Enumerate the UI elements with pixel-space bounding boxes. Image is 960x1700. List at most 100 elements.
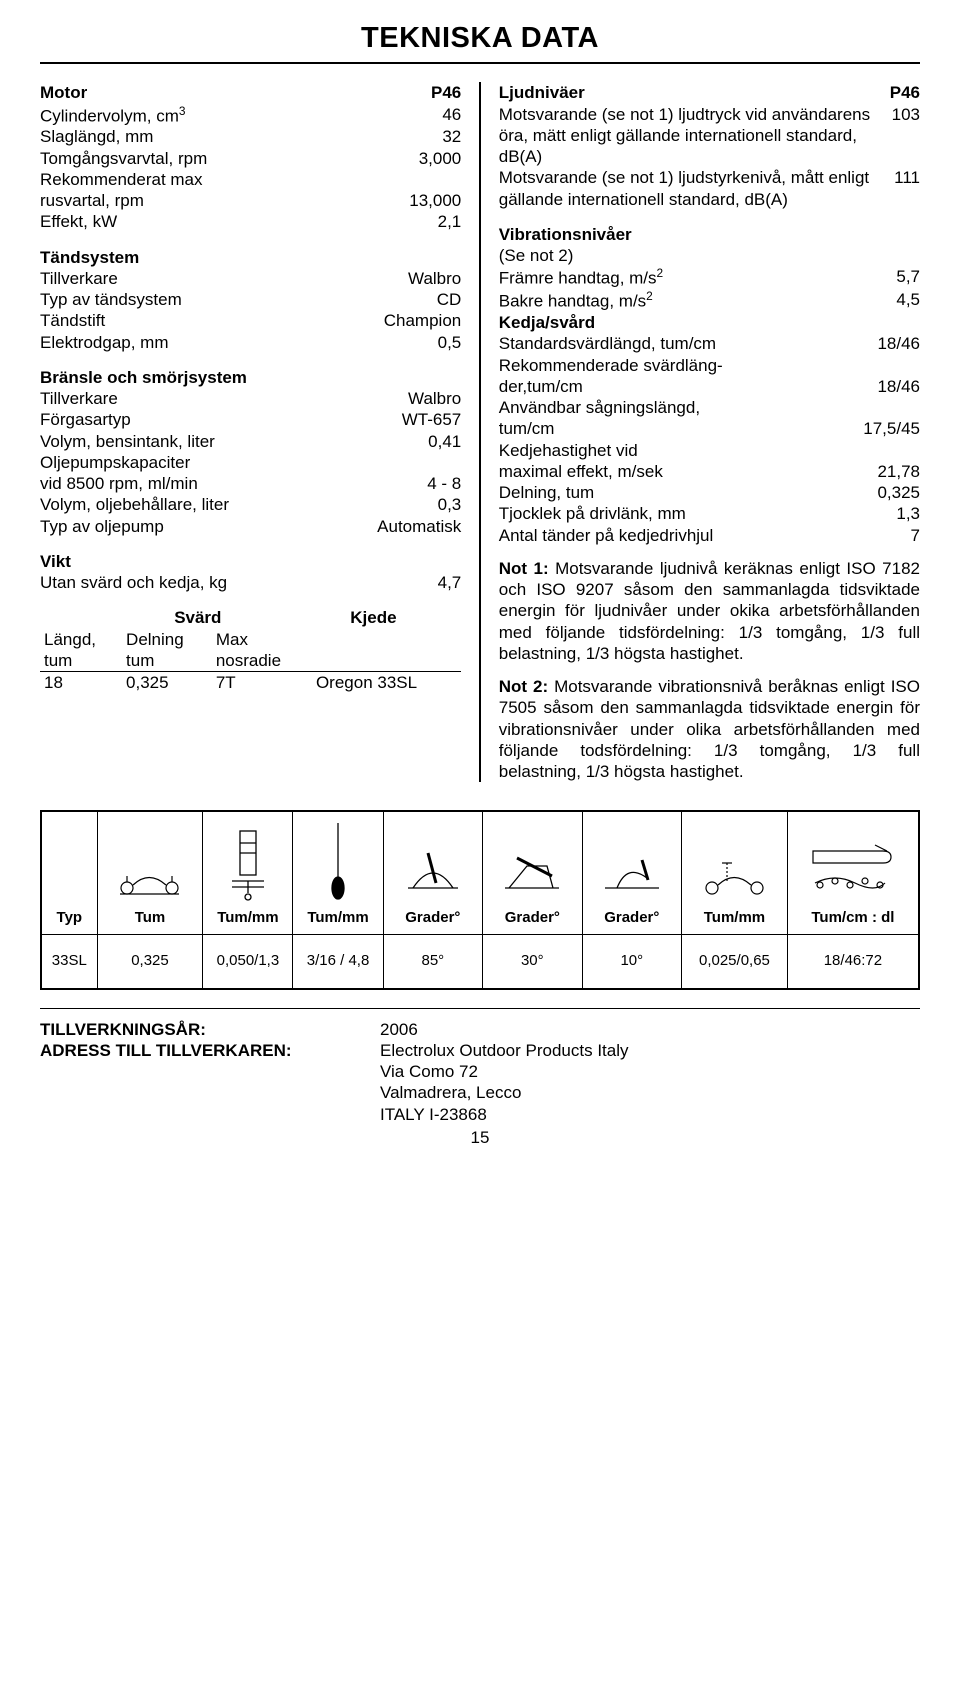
spec-value xyxy=(912,355,920,376)
spec-value: 1,3 xyxy=(888,503,920,524)
diagram-header: Tum/mm xyxy=(203,811,293,934)
sword-table: Längd, Delning Max tum tum nosradie 18 0… xyxy=(40,629,461,694)
spec-label: Delning, tum xyxy=(499,482,870,503)
spec-label: der,tum/cm xyxy=(499,376,870,397)
spec-row: Oljepumpskapaciter xyxy=(40,452,461,473)
spec-row: Delning, tum0,325 xyxy=(499,482,920,503)
diagram-value: 30° xyxy=(483,935,582,989)
spec-value: 7 xyxy=(903,525,920,546)
spec-row: Cylindervolym, cm346 xyxy=(40,104,461,127)
spec-value: 2,1 xyxy=(430,211,462,232)
footer-values: 2006 Electrolux Outdoor Products ItalyVi… xyxy=(380,1019,920,1125)
spec-label: Effekt, kW xyxy=(40,211,430,232)
spec-label: Tomgångsvarvtal, rpm xyxy=(40,148,411,169)
spec-label: Förgasartyp xyxy=(40,409,394,430)
spec-value: WT-657 xyxy=(394,409,462,430)
sound-head: Ljudniväer xyxy=(499,82,585,103)
spec-label: Motsvarande (se not 1) ljudtryck vid anv… xyxy=(499,104,884,168)
spec-value xyxy=(912,440,920,461)
spec-label: rusvartal, rpm xyxy=(40,190,401,211)
diagram-header: Tum xyxy=(97,811,203,934)
diagram-value: 0,050/1,3 xyxy=(203,935,293,989)
spec-label: Volym, bensintank, liter xyxy=(40,431,420,452)
diagram-header: Grader° xyxy=(582,811,681,934)
spec-row: Främre handtag, m/s25,7 xyxy=(499,266,920,289)
spec-value: 21,78 xyxy=(869,461,920,482)
spec-row: Typ av tändsystemCD xyxy=(40,289,461,310)
spec-label: Utan svärd och kedja, kg xyxy=(40,572,430,593)
spec-value: Walbro xyxy=(400,268,461,289)
spec-value: 18/46 xyxy=(869,376,920,397)
spec-label: Elektrodgap, mm xyxy=(40,332,430,353)
spec-value: Automatisk xyxy=(369,516,461,537)
spec-label: maximal effekt, m/sek xyxy=(499,461,870,482)
sword-r1: 0,325 xyxy=(122,672,212,694)
column-divider xyxy=(479,82,481,782)
spec-row: Motsvarande (se not 1) ljudtryck vid anv… xyxy=(499,104,920,168)
spec-row: Slaglängd, mm32 xyxy=(40,126,461,147)
sound-val: P46 xyxy=(890,82,920,103)
spec-label: Antal tänder på kedjedrivhjul xyxy=(499,525,903,546)
spec-row: Kedjehastighet vid xyxy=(499,440,920,461)
spec-label: Främre handtag, m/s2 xyxy=(499,266,889,289)
spec-row: Volym, oljebehållare, liter0,3 xyxy=(40,494,461,515)
diagram-value: 0,325 xyxy=(97,935,203,989)
note2-text: Motsvarande vibrationsnivå beråknas enli… xyxy=(499,677,920,781)
spec-value: 0,41 xyxy=(420,431,461,452)
sword-h1: Svärd xyxy=(110,607,286,628)
content-columns: Motor P46 Cylindervolym, cm346Slaglängd,… xyxy=(40,82,920,782)
spec-label: Standardsvärdlängd, tum/cm xyxy=(499,333,870,354)
spec-row: Rekommenderat max xyxy=(40,169,461,190)
fuel-head: Bränsle och smörjsystem xyxy=(40,367,461,388)
spec-value: 32 xyxy=(434,126,461,147)
footer-labels: TILLVERKNINGSÅR: ADRESS TILL TILLVERKARE… xyxy=(40,1019,380,1125)
spec-row: Elektrodgap, mm0,5 xyxy=(40,332,461,353)
spec-row: FörgasartypWT-657 xyxy=(40,409,461,430)
note-1: Not 1: Motsvarande ljudnivå keräknas enl… xyxy=(499,558,920,664)
sword-r2: 7T xyxy=(212,672,312,694)
spec-value: 18/46 xyxy=(869,333,920,354)
page-number: 15 xyxy=(40,1127,920,1148)
diagram-value: 18/46:72 xyxy=(787,935,919,989)
spec-value xyxy=(453,169,461,190)
diagram-value: 10° xyxy=(582,935,681,989)
spec-row: vid 8500 rpm, ml/min4 - 8 xyxy=(40,473,461,494)
sword-c3 xyxy=(312,629,461,650)
spec-row: Bakre handtag, m/s24,5 xyxy=(499,289,920,312)
spec-value: 4 - 8 xyxy=(419,473,461,494)
vib-sub: (Se not 2) xyxy=(499,245,920,266)
year-val: 2006 xyxy=(380,1019,920,1040)
diagram-header: Typ xyxy=(41,811,97,934)
footer: TILLVERKNINGSÅR: ADRESS TILL TILLVERKARE… xyxy=(40,1008,920,1125)
spec-label: Typ av oljepump xyxy=(40,516,369,537)
sword-u1: tum xyxy=(122,650,212,672)
spec-label: Motsvarande (se not 1) ljudstyrkenivå, m… xyxy=(499,167,886,210)
sword-c2: Max xyxy=(212,629,312,650)
diagram-value: 0,025/0,65 xyxy=(682,935,788,989)
year-label: TILLVERKNINGSÅR: xyxy=(40,1019,380,1040)
spec-label: Volym, oljebehållare, liter xyxy=(40,494,430,515)
sword-c1: Delning xyxy=(122,629,212,650)
chain-head: Kedja/svård xyxy=(499,312,920,333)
spec-row: Rekommenderade svärdläng- xyxy=(499,355,920,376)
vib-head: Vibrationsnivåer xyxy=(499,224,920,245)
spec-label: Tändstift xyxy=(40,310,376,331)
sword-h2: Kjede xyxy=(286,607,462,628)
spec-label: Typ av tändsystem xyxy=(40,289,429,310)
addr-label: ADRESS TILL TILLVERKAREN: xyxy=(40,1040,380,1061)
spec-label: Bakre handtag, m/s2 xyxy=(499,289,889,312)
spec-label: vid 8500 rpm, ml/min xyxy=(40,473,419,494)
spec-row: Motsvarande (se not 1) ljudstyrkenivå, m… xyxy=(499,167,920,210)
spec-row: TillverkareWalbro xyxy=(40,268,461,289)
sword-u2: nosradie xyxy=(212,650,312,672)
spec-row: der,tum/cm18/46 xyxy=(499,376,920,397)
spec-row: Antal tänder på kedjedrivhjul7 xyxy=(499,525,920,546)
spec-value: Walbro xyxy=(400,388,461,409)
addr-line: Electrolux Outdoor Products Italy xyxy=(380,1040,920,1061)
spec-row: rusvartal, rpm13,000 xyxy=(40,190,461,211)
spec-value: 5,7 xyxy=(888,266,920,289)
spec-value xyxy=(453,452,461,473)
diagram-value: 33SL xyxy=(41,935,97,989)
diagram-header: Tum/mm xyxy=(293,811,383,934)
sword-c0: Längd, xyxy=(40,629,122,650)
